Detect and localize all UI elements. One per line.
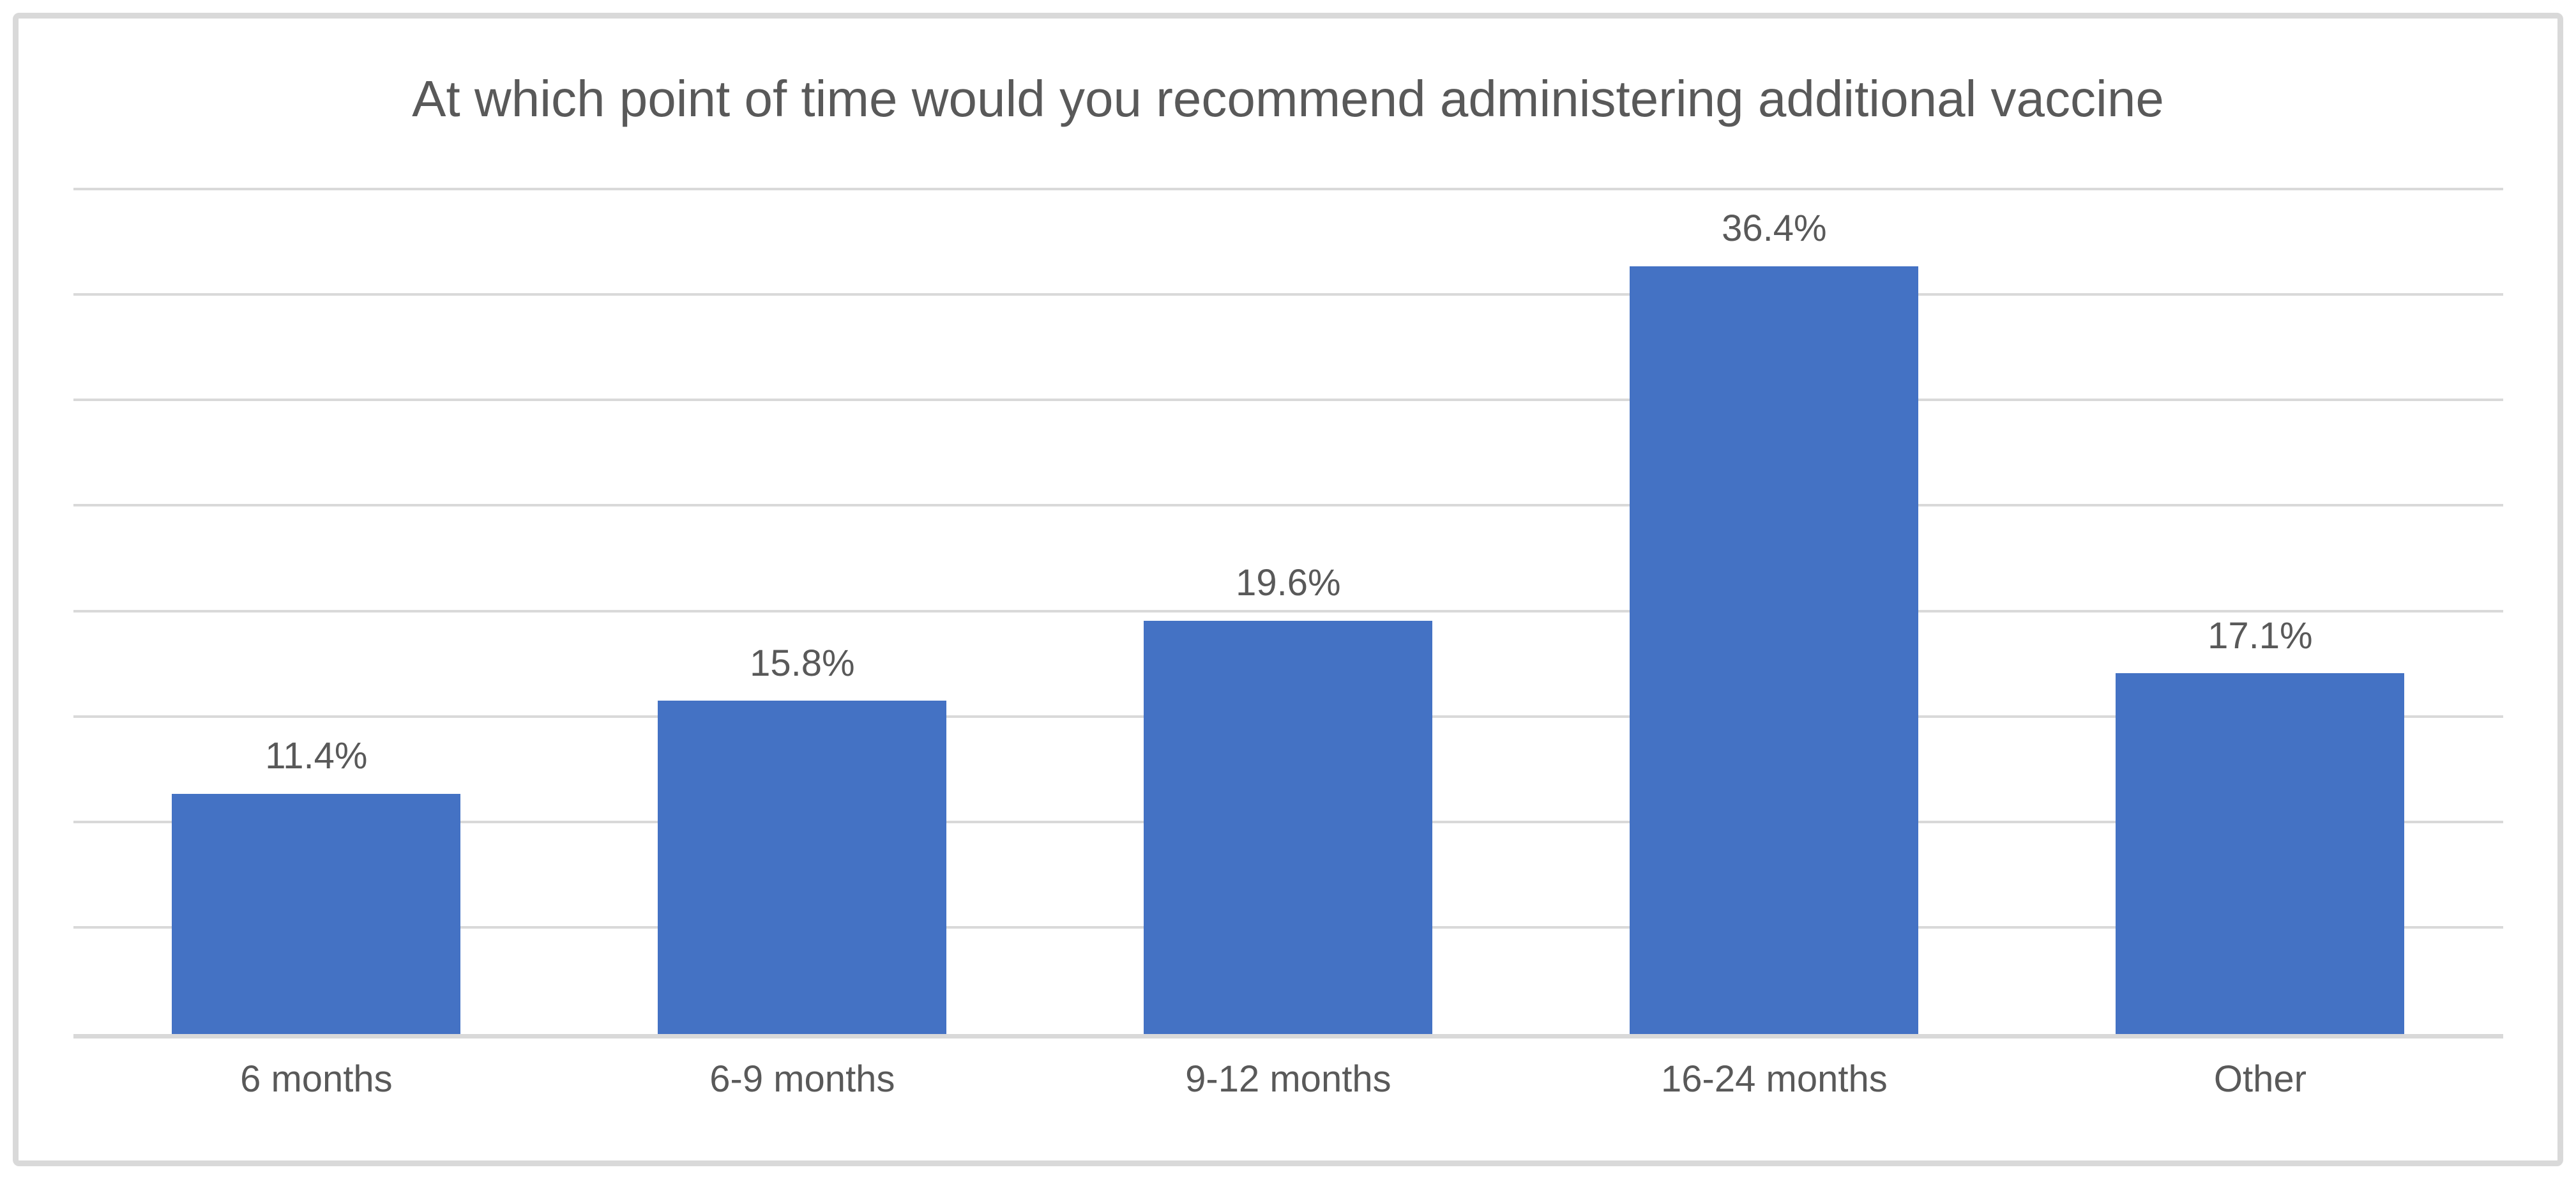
gridline (73, 609, 2503, 612)
x-axis-labels: 6 months 6-9 months 9-12 months 16-24 month… (73, 1055, 2503, 1103)
chart-title: At which point of time would you recomme… (412, 70, 2164, 127)
plot-area: 11.4% 15.8% 19.6% 36.4% 17.1% (73, 188, 2503, 1039)
bar-columns: 11.4% 15.8% 19.6% 36.4% 17.1% (73, 190, 2503, 1035)
bar (1630, 266, 1919, 1035)
gridline (73, 188, 2503, 191)
x-axis-label: Other (2213, 1058, 2307, 1100)
bar (172, 793, 461, 1035)
chart-frame: At which point of time would you recomme… (13, 13, 2563, 1166)
gridline (73, 504, 2503, 507)
gridline (73, 293, 2503, 296)
bar-value-label: 36.4% (1722, 208, 1827, 250)
bar (658, 701, 947, 1035)
bar-value-label: 15.8% (750, 642, 855, 684)
bar-value-label: 11.4% (265, 735, 368, 777)
x-axis-label: 6-9 months (709, 1058, 895, 1100)
bar (2116, 673, 2405, 1035)
x-axis-label: 16-24 months (1661, 1058, 1888, 1100)
gridline (73, 399, 2503, 402)
bar-column: 19.6% (1045, 190, 1531, 1035)
bar-column: 36.4% (1531, 190, 2017, 1035)
bar-column: 15.8% (559, 190, 1045, 1035)
x-axis-label: 9-12 months (1185, 1058, 1391, 1100)
bar-column: 11.4% (73, 190, 559, 1035)
bar (1144, 620, 1433, 1035)
bar-column: 17.1% (2017, 190, 2503, 1035)
bar-value-label: 17.1% (2208, 614, 2313, 657)
bar-value-label: 19.6% (1236, 562, 1341, 604)
x-axis-label: 6 months (240, 1058, 393, 1100)
